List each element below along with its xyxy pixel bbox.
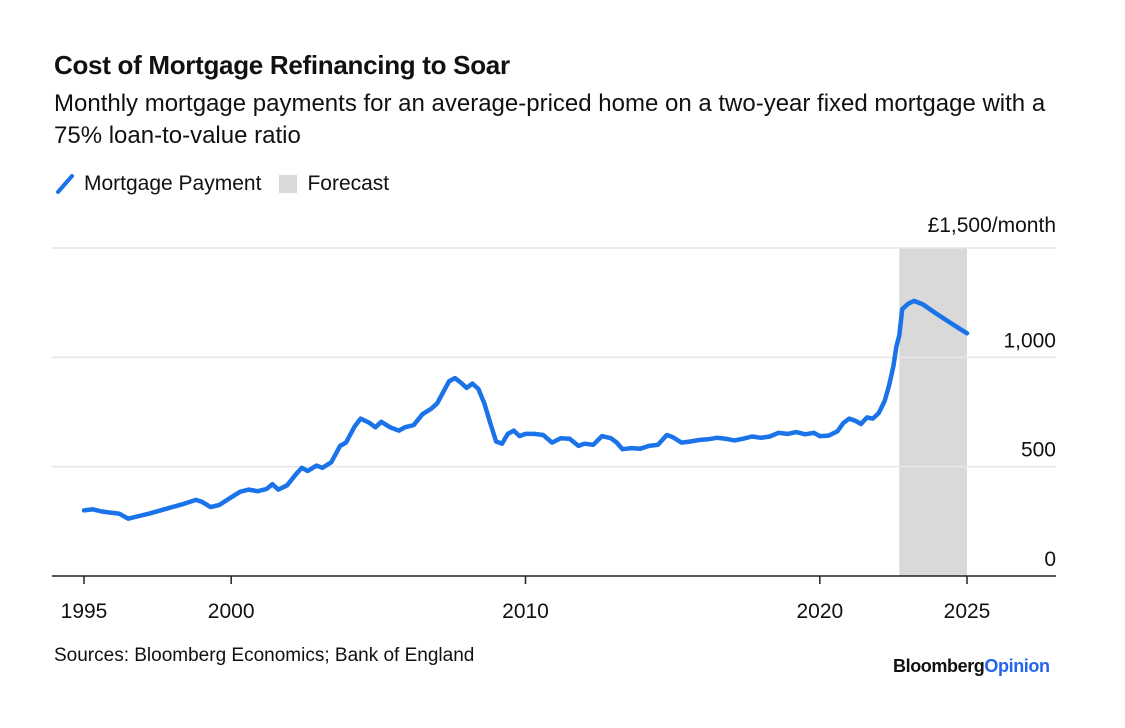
brand-logo-part1: Bloomberg bbox=[893, 656, 985, 676]
y-tick-label: 0 bbox=[1044, 548, 1056, 571]
chart-title: Cost of Mortgage Refinancing to Soar bbox=[54, 50, 510, 80]
forecast-region bbox=[899, 248, 967, 576]
y-unit-label: £1,500/month bbox=[928, 214, 1056, 237]
brand-logo: BloombergOpinion bbox=[893, 656, 1050, 677]
legend-label-mortgage-payment: Mortgage Payment bbox=[84, 172, 262, 195]
x-tick-label: 1995 bbox=[61, 600, 108, 623]
x-tick-label: 2025 bbox=[944, 600, 991, 623]
y-tick-label: 500 bbox=[1021, 439, 1056, 462]
x-tick-label: 2000 bbox=[208, 600, 255, 623]
y-tick-label: 1,000 bbox=[1003, 329, 1056, 352]
legend-label-forecast: Forecast bbox=[307, 172, 390, 195]
source-note: Sources: Bloomberg Economics; Bank of En… bbox=[54, 645, 475, 666]
legend-item-forecast: Forecast bbox=[279, 172, 389, 196]
x-tick-label: 2010 bbox=[502, 600, 549, 623]
chart-legend: Mortgage Payment Forecast bbox=[54, 172, 407, 196]
brand-logo-part2: Opinion bbox=[984, 656, 1050, 676]
chart-subtitle: Monthly mortgage payments for an average… bbox=[54, 90, 1046, 149]
legend-box-icon bbox=[279, 175, 298, 193]
x-tick-label: 2020 bbox=[796, 600, 843, 623]
legend-item-mortgage-payment: Mortgage Payment bbox=[54, 172, 261, 196]
series-line-mortgage-payment bbox=[81, 298, 970, 521]
legend-line-icon bbox=[56, 174, 74, 194]
